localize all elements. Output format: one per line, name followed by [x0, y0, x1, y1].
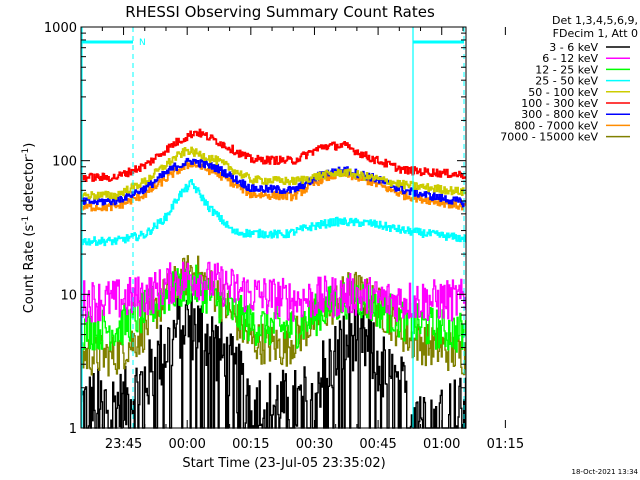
markers-layer: N: [81, 27, 465, 428]
y-axis-label-part: detector: [22, 156, 37, 216]
curves-layer: [81, 128, 467, 429]
legend-label: 3 - 6 keV: [549, 41, 598, 54]
legend-header-line-1: Det 1,3,4,5,6,9,: [552, 14, 638, 27]
legend-label: 300 - 800 keV: [521, 108, 598, 121]
x-tick-label: 00:00: [168, 437, 205, 452]
x-tick-label: 00:30: [296, 437, 333, 452]
y-tick-label: 1: [69, 422, 77, 437]
y-axis-label-superscript: -1: [21, 216, 31, 225]
y-axis-label-superscript: -1: [21, 148, 31, 157]
legend-label: 25 - 50 keV: [535, 75, 598, 88]
y-tick-label: 100: [52, 155, 77, 170]
flag-label: N: [139, 38, 146, 48]
axes-layer: 23:45 00:00 00:15 00:30 00:45 01:00 01:15 1 10 10…: [44, 21, 524, 452]
y-axis-label: Count Rate (s-1 detector-1): [21, 143, 37, 314]
series-line-12-25-kev: [81, 264, 467, 353]
series-line-6-12-kev: [81, 261, 467, 323]
series-line-800-7000-kev: [81, 161, 467, 212]
x-tick-label: 00:15: [232, 437, 269, 452]
legend-label: 7000 - 15000 keV: [500, 131, 598, 144]
legend-header-line-2: FDecim 1, Att 0: [553, 27, 638, 40]
x-axis-label: Start Time (23-Jul-05 23:35:02): [182, 456, 385, 471]
x-tick-label: 01:15: [487, 437, 524, 452]
y-axis-label-part: Count Rate (s: [22, 225, 37, 314]
y-axis-label-part: ): [22, 143, 37, 148]
chart-title: RHESSI Observing Summary Count Rates: [125, 3, 435, 21]
x-tick-label: 01:00: [423, 437, 460, 452]
legend-label: 100 - 300 keV: [521, 97, 598, 110]
timestamp: 18-Oct-2021 13:34: [572, 468, 639, 476]
y-tick-label: 1000: [44, 21, 77, 36]
legend-label: 800 - 7000 keV: [514, 119, 598, 132]
series-line-300-800-kev: [81, 157, 467, 208]
x-tick-label: 00:45: [359, 437, 396, 452]
series-line-7000-15000-kev: [81, 255, 467, 377]
series-line-25-50-kev: [81, 179, 467, 247]
legend-label: 12 - 25 keV: [535, 63, 598, 76]
x-tick-label: 23:45: [105, 437, 142, 452]
series-line-100-300-kev: [81, 128, 467, 182]
series-line-50-100-kev: [81, 146, 467, 200]
y-tick-label: 10: [60, 288, 77, 303]
plot-frame: [80, 26, 467, 429]
legend-label: 6 - 12 keV: [542, 52, 598, 65]
legend-label: 50 - 100 keV: [528, 86, 598, 99]
